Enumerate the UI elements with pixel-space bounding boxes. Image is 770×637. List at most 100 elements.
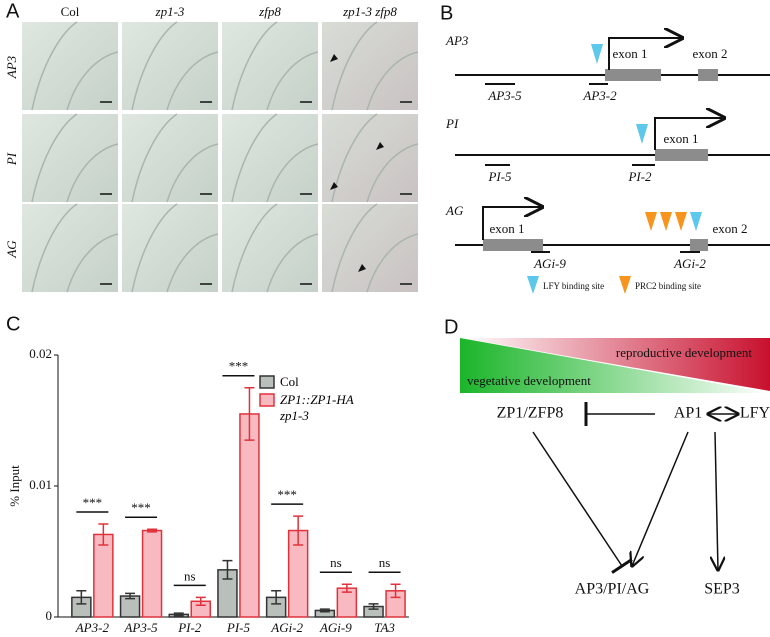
gene-name: PI [445,116,459,131]
activate-arrow [632,431,689,566]
exon [483,239,543,251]
legend-label: ZP1::ZP1-HA zp1-3 [280,392,354,423]
row-label: AP3 [4,55,19,79]
significance-label: *** [131,500,151,515]
gene-name: AG [445,203,464,218]
tissue-outline [231,21,319,111]
exon-label: exon 2 [692,46,727,61]
column-label: zfp8 [258,4,281,19]
bar-chart: % Input 0 0.01 0.02 AP3-2 *** AP3-5 *** PI-2 ns PI… [7,346,409,635]
panel-letter: D [444,316,458,338]
prc2-site [675,212,687,231]
error-bar [244,387,255,441]
micrograph [222,114,318,202]
lfy-site [690,212,702,231]
legend-label: LFY binding site [543,281,604,291]
micrograph [122,114,218,202]
tss-arrow [654,118,724,150]
gradient-label: vegetative development [467,373,591,388]
tissue-outline [231,203,319,293]
lfy-site [636,124,648,144]
legend-swatch [527,276,539,294]
error-bar [173,612,184,617]
tissue-outline [131,113,219,203]
x-tick-label: TA3 [374,620,395,635]
node-label: SEP3 [704,581,740,598]
exon-label: exon 1 [663,131,698,146]
tissue-outline [231,113,319,203]
repress-arrow [532,431,633,574]
error-bar [341,583,352,593]
exon-label: exon 1 [612,46,647,61]
error-bar [76,590,87,605]
node-label: LFY [740,405,770,422]
significance-label: *** [277,487,297,502]
prc2-site [645,212,657,231]
micrograph [22,22,118,110]
column-label: zp1-3 [155,4,185,19]
error-bar [125,592,136,600]
node-label: AP3/PI/AG [575,581,650,598]
x-tick-label: PI-5 [226,620,251,635]
gene-diagram-panel: AP3 exon 1 exon 2 AP3-5 AP3-2 PI exon 1 PI-5 PI-… [445,33,770,294]
exon [655,149,708,161]
tissue-outline [331,203,419,293]
tissue-outline [131,203,219,293]
micrograph [22,114,118,202]
node-label: AP1 [674,405,702,422]
y-tick-label: 0 [46,608,53,623]
gene-name: AP3 [445,33,469,48]
significance-label: *** [229,359,249,374]
legend-swatch [619,276,631,294]
micrograph [222,22,318,110]
tss-arrow [608,38,682,70]
primer-label: AGi-2 [673,256,706,271]
legend-label: Col [280,374,299,389]
significance-label: ns [330,555,342,570]
micrograph [322,204,418,292]
tissue-outline [331,21,419,111]
activate-arrow [715,431,718,570]
legend-swatch [259,393,275,407]
tissue-outline [31,21,119,111]
tss-arrow [482,207,542,240]
arrowhead [376,142,384,150]
exon-label: exon 1 [489,221,524,236]
primer-label: AP3-2 [582,88,617,103]
y-axis-label: % Input [7,465,22,507]
micrograph [122,22,218,110]
micrograph [222,204,318,292]
error-bar [271,590,282,605]
prc2-site [660,212,672,231]
micrograph [122,204,218,292]
micrograph-panel: Col zp1-3 zfp8 zp1-3 zfp8 AP3 PI AG [4,4,419,293]
significance-label: *** [83,495,103,510]
significance-label: ns [379,555,391,570]
arrowhead [358,264,366,272]
primer-label: AGi-9 [533,256,566,271]
exon [690,239,708,251]
gradient-label: reproductive development [616,345,752,360]
x-tick-label: PI-2 [177,620,202,635]
y-tick-label: 0.01 [29,477,52,492]
panel-letter: B [440,2,453,24]
primer-label: AP3-5 [487,88,522,103]
model-panel: reproductive development vegetative devel… [460,338,770,598]
error-bar [147,528,158,533]
column-label: Col [61,4,80,19]
node-label: ZP1/ZFP8 [497,405,564,422]
error-bar [390,583,401,599]
tissue-outline [131,21,219,111]
error-bar [293,515,304,546]
arrowhead [330,54,338,62]
x-tick-label: AP3-2 [75,620,110,635]
micrograph [322,22,418,110]
column-label: zp1-3 zfp8 [342,4,397,19]
legend-swatch [259,375,275,389]
exon [605,69,661,81]
exon [698,69,718,81]
error-bar [98,523,109,546]
x-tick-label: AGi-2 [270,620,303,635]
